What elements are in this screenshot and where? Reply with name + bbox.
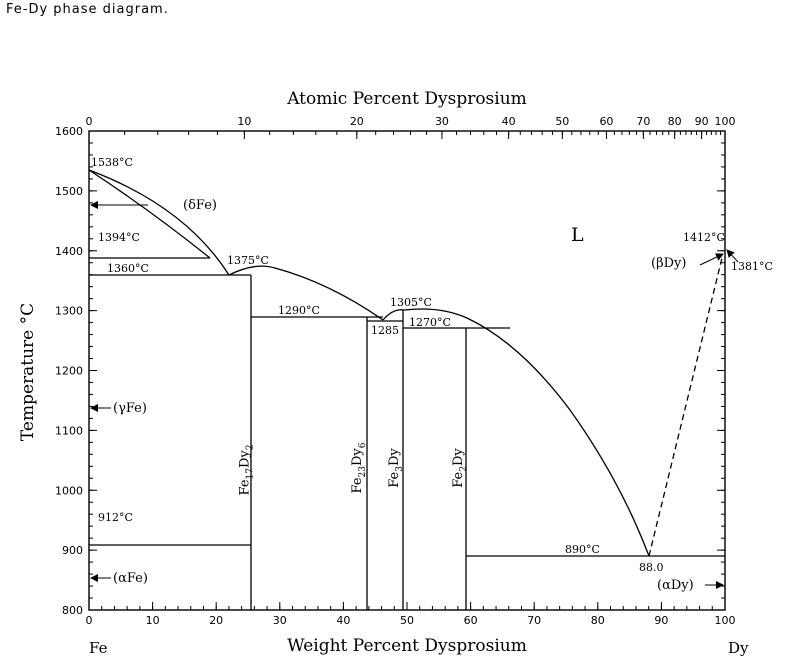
y-tick-label: 800 bbox=[62, 604, 83, 617]
temperature-label: 1538°C bbox=[91, 156, 133, 169]
compound-label: Fe2Dy bbox=[451, 448, 469, 488]
top-tick-label: 80 bbox=[668, 115, 682, 128]
liquidus-fe-side bbox=[88, 169, 230, 276]
phase-label-gamma-fe: (γFe) bbox=[113, 401, 147, 416]
x-tick-label: 30 bbox=[273, 614, 287, 627]
top-tick-label: 10 bbox=[237, 115, 251, 128]
x-tick-label: 0 bbox=[86, 614, 93, 627]
liquidus-dy-side bbox=[648, 257, 723, 557]
x-tick-label: 70 bbox=[527, 614, 541, 627]
temperature-label: 1270°C bbox=[409, 316, 451, 329]
temperature-label: 1412°C bbox=[683, 231, 725, 244]
temperature-label: 1381°C bbox=[731, 260, 773, 273]
y-tick-label: 1300 bbox=[55, 305, 83, 318]
temperature-label: 1305°C bbox=[390, 296, 432, 309]
phase-arrows bbox=[90, 201, 739, 589]
phase-label-alpha-fe: (αFe) bbox=[113, 571, 148, 586]
y-tick-label: 1500 bbox=[55, 185, 83, 198]
y-tick-label: 1400 bbox=[55, 245, 83, 258]
x-tick-label: 80 bbox=[591, 614, 605, 627]
top-tick-label: 50 bbox=[555, 115, 569, 128]
top-tick-label: 40 bbox=[502, 115, 516, 128]
temperature-label: 912°C bbox=[98, 511, 133, 524]
temperature-label: 1375°C bbox=[227, 254, 269, 267]
phase-label-delta-fe: (δFe) bbox=[183, 198, 217, 213]
y-tick-label: 1000 bbox=[55, 484, 83, 497]
top-tick-label: 100 bbox=[715, 115, 736, 128]
arrow-beta-dy bbox=[699, 253, 724, 266]
bottom-axis-title: Weight Percent Dysprosium bbox=[287, 636, 527, 656]
temperature-label: 1285 bbox=[371, 324, 399, 337]
temperature-label: 1290°C bbox=[278, 304, 320, 317]
top-tick-label: 70 bbox=[636, 115, 650, 128]
x-tick-label: 100 bbox=[715, 614, 736, 627]
compound-labels: Fe17Dy2 Fe23Dy6 Fe3Dy Fe2Dy bbox=[237, 442, 469, 495]
top-tick-label: 90 bbox=[695, 115, 709, 128]
element-label-fe: Fe bbox=[89, 639, 108, 657]
element-label-dy: Dy bbox=[728, 639, 749, 657]
top-tick-label: 20 bbox=[350, 115, 364, 128]
temperature-label: 1394°C bbox=[98, 231, 140, 244]
temperature-label: 88.0 bbox=[639, 561, 664, 574]
delta-fe-boundary bbox=[88, 169, 211, 259]
y-tick-label: 1100 bbox=[55, 424, 83, 437]
temperature-label: 890°C bbox=[565, 543, 600, 556]
compound-label: Fe23Dy6 bbox=[350, 442, 368, 493]
phase-label-alpha-dy: (αDy) bbox=[657, 578, 694, 593]
liquidus-fe17dy2 bbox=[228, 265, 384, 321]
x-tick-label: 10 bbox=[146, 614, 160, 627]
x-tick-label: 20 bbox=[209, 614, 223, 627]
top-axis-title: Atomic Percent Dysprosium bbox=[286, 89, 527, 109]
y-tick-label: 900 bbox=[62, 544, 83, 557]
y-tick-label: 1200 bbox=[55, 365, 83, 378]
top-tick-label: 60 bbox=[599, 115, 613, 128]
liquidus-fe3dy bbox=[382, 308, 650, 557]
compound-label: Fe17Dy2 bbox=[237, 445, 255, 496]
temperature-annotations: 1538°C 1394°C 1360°C 1375°C 1290°C 1305°C 1285… bbox=[91, 156, 773, 574]
temperature-label: 1360°C bbox=[107, 262, 149, 275]
phase-boundaries bbox=[88, 169, 725, 610]
x-tick-label: 40 bbox=[336, 614, 350, 627]
top-tick-label: 0 bbox=[86, 115, 93, 128]
phase-label-liquid: L bbox=[571, 224, 584, 246]
x-tick-label: 60 bbox=[464, 614, 478, 627]
top-tick-label: 30 bbox=[435, 115, 449, 128]
page-title: Fe-Dy phase diagram. bbox=[6, 2, 169, 17]
y-axis-title: Temperature °C bbox=[18, 303, 38, 441]
x-tick-label: 90 bbox=[654, 614, 668, 627]
y-tick-label: 1600 bbox=[55, 125, 83, 138]
x-tick-label: 50 bbox=[400, 614, 414, 627]
compound-label: Fe3Dy bbox=[387, 448, 405, 488]
phase-label-beta-dy: (βDy) bbox=[651, 256, 686, 271]
arrow-1381 bbox=[726, 249, 739, 263]
